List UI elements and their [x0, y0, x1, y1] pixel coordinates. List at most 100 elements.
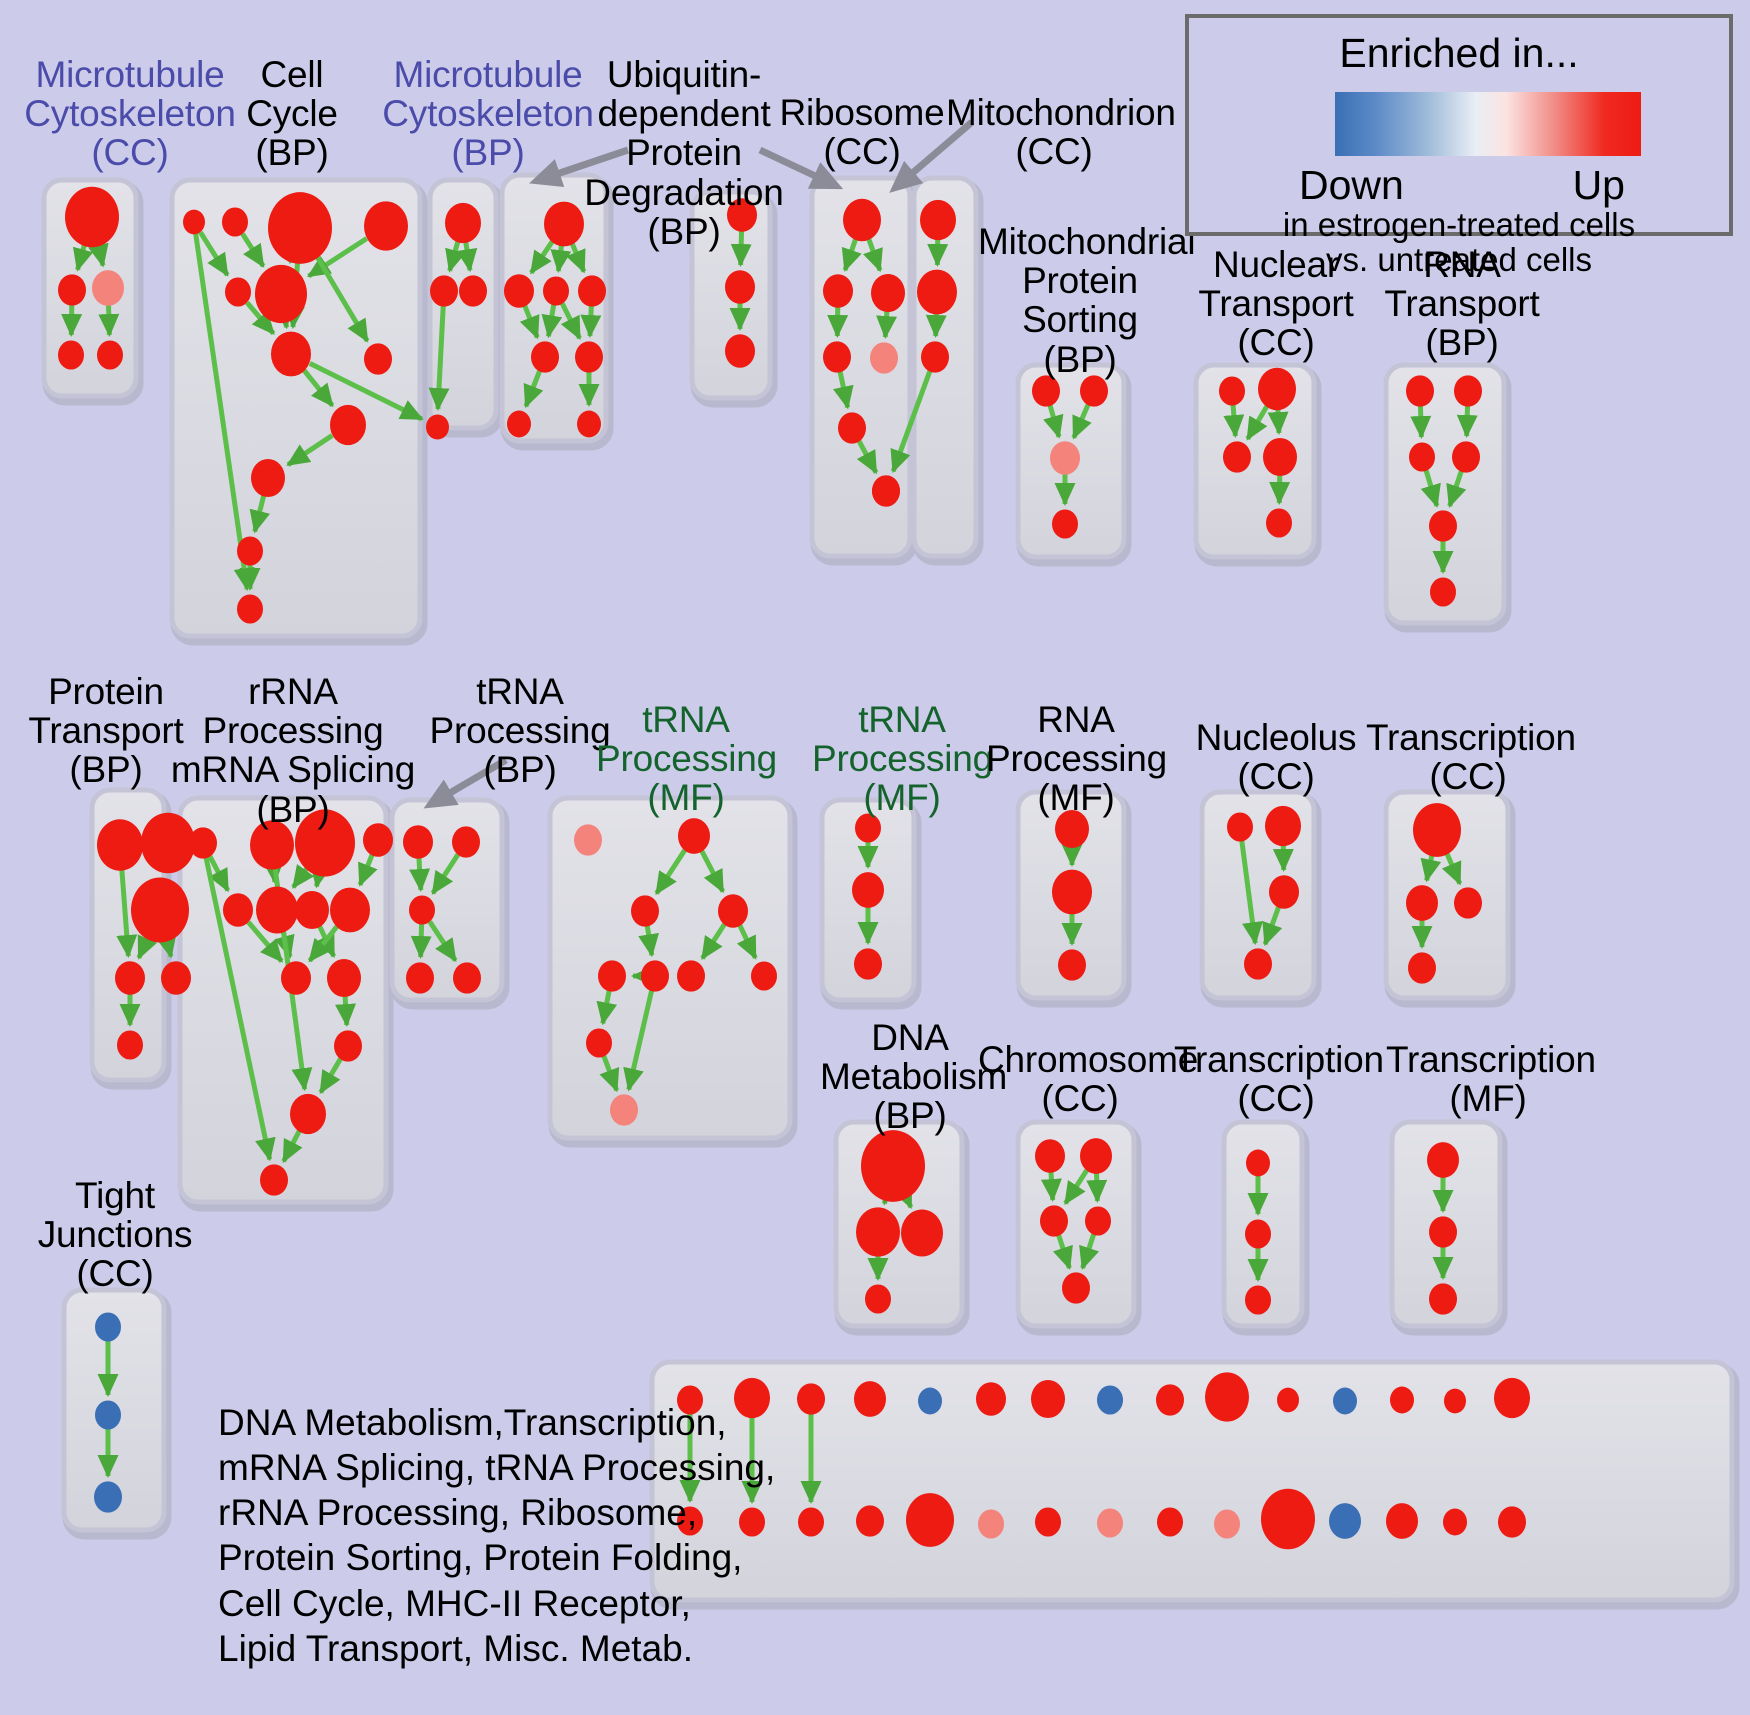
network-node[interactable] — [95, 1312, 121, 1342]
network-node[interactable] — [1031, 1379, 1065, 1419]
network-node[interactable] — [677, 1506, 703, 1536]
network-node[interactable] — [1430, 577, 1456, 607]
network-node[interactable] — [577, 410, 601, 438]
network-node[interactable] — [1080, 375, 1108, 407]
network-node[interactable] — [1429, 1216, 1457, 1248]
network-node[interactable] — [734, 1377, 770, 1419]
network-node[interactable] — [1258, 367, 1296, 411]
network-node[interactable] — [406, 962, 434, 994]
network-node[interactable] — [610, 1094, 638, 1126]
network-node[interactable] — [1444, 1388, 1466, 1414]
network-node[interactable] — [1329, 1503, 1361, 1539]
network-node[interactable] — [271, 331, 311, 377]
network-node[interactable] — [459, 275, 487, 307]
network-node[interactable] — [861, 1130, 925, 1202]
network-node[interactable] — [256, 886, 298, 934]
network-node[interactable] — [251, 458, 285, 498]
network-node[interactable] — [1040, 1205, 1068, 1237]
network-node[interactable] — [94, 1481, 122, 1513]
network-node[interactable] — [1494, 1377, 1530, 1419]
network-node[interactable] — [237, 594, 263, 624]
network-node[interactable] — [1454, 375, 1482, 407]
network-node[interactable] — [1443, 1508, 1467, 1536]
network-node[interactable] — [677, 960, 705, 992]
network-node[interactable] — [58, 274, 86, 306]
network-node[interactable] — [870, 342, 898, 374]
network-node[interactable] — [1454, 887, 1482, 919]
network-node[interactable] — [1055, 809, 1089, 849]
network-node[interactable] — [237, 536, 263, 566]
network-node[interactable] — [189, 827, 217, 859]
network-node[interactable] — [1097, 1385, 1123, 1415]
network-node[interactable] — [1052, 869, 1092, 915]
network-node[interactable] — [823, 274, 853, 308]
network-node[interactable] — [1265, 805, 1301, 847]
network-node[interactable] — [65, 186, 119, 248]
network-node[interactable] — [364, 343, 392, 375]
network-node[interactable] — [364, 201, 408, 251]
network-node[interactable] — [1080, 1138, 1112, 1174]
network-node[interactable] — [586, 1028, 612, 1058]
network-node[interactable] — [330, 404, 366, 446]
network-node[interactable] — [872, 475, 900, 507]
network-node[interactable] — [1413, 803, 1461, 857]
network-node[interactable] — [161, 961, 191, 995]
network-node[interactable] — [921, 341, 949, 373]
network-node[interactable] — [739, 1507, 765, 1537]
network-node[interactable] — [843, 198, 881, 242]
network-node[interactable] — [1333, 1387, 1357, 1415]
network-node[interactable] — [1062, 1272, 1090, 1304]
network-node[interactable] — [1035, 1507, 1061, 1537]
network-node[interactable] — [1245, 1219, 1271, 1249]
network-node[interactable] — [295, 890, 329, 930]
network-node[interactable] — [920, 199, 956, 241]
network-node[interactable] — [92, 270, 124, 306]
network-node[interactable] — [1035, 1139, 1065, 1173]
network-node[interactable] — [255, 264, 307, 324]
network-node[interactable] — [268, 192, 332, 264]
network-node[interactable] — [334, 1030, 362, 1062]
network-node[interactable] — [575, 341, 603, 373]
network-node[interactable] — [854, 948, 882, 980]
network-node[interactable] — [725, 270, 755, 304]
network-node[interactable] — [871, 273, 905, 313]
network-node[interactable] — [1032, 375, 1060, 407]
network-node[interactable] — [856, 1207, 900, 1257]
network-node[interactable] — [1386, 1503, 1418, 1539]
network-node[interactable] — [1205, 1372, 1249, 1422]
network-node[interactable] — [403, 825, 433, 859]
network-node[interactable] — [430, 275, 458, 307]
network-node[interactable] — [426, 414, 448, 440]
network-node[interactable] — [798, 1507, 824, 1537]
network-node[interactable] — [1266, 508, 1292, 538]
network-node[interactable] — [363, 823, 393, 857]
network-node[interactable] — [578, 275, 606, 307]
network-node[interactable] — [865, 1284, 891, 1314]
network-node[interactable] — [260, 1164, 288, 1196]
network-node[interactable] — [725, 334, 755, 368]
network-node[interactable] — [1058, 949, 1086, 981]
network-node[interactable] — [1227, 812, 1253, 842]
network-node[interactable] — [1277, 1387, 1299, 1413]
network-node[interactable] — [838, 412, 866, 444]
network-node[interactable] — [225, 277, 251, 307]
network-node[interactable] — [852, 872, 884, 908]
network-node[interactable] — [58, 340, 84, 370]
network-node[interactable] — [544, 201, 584, 247]
network-node[interactable] — [531, 341, 559, 373]
network-node[interactable] — [1156, 1384, 1184, 1416]
network-node[interactable] — [1050, 441, 1080, 475]
network-node[interactable] — [1097, 1508, 1123, 1538]
network-node[interactable] — [1429, 1283, 1457, 1315]
network-node[interactable] — [1052, 509, 1078, 539]
network-node[interactable] — [445, 202, 481, 244]
network-node[interactable] — [1429, 510, 1457, 542]
network-node[interactable] — [330, 887, 370, 933]
network-node[interactable] — [677, 1385, 703, 1415]
network-node[interactable] — [978, 1509, 1004, 1539]
network-node[interactable] — [281, 961, 311, 995]
network-node[interactable] — [409, 895, 435, 925]
network-node[interactable] — [823, 341, 851, 373]
network-node[interactable] — [598, 960, 626, 992]
network-node[interactable] — [453, 962, 481, 994]
